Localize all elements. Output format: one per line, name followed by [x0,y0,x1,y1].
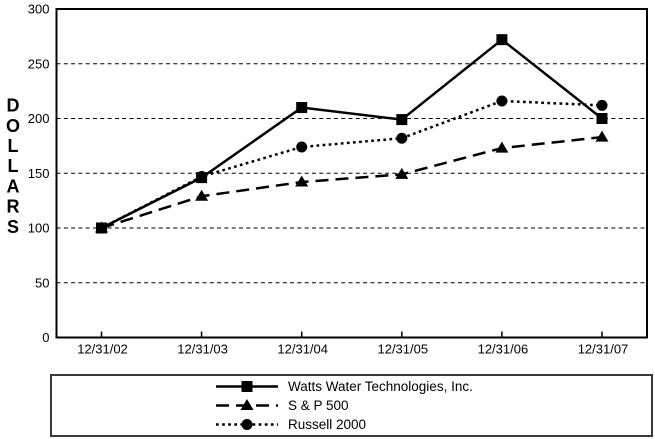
series-circle [96,95,608,234]
data-point-marker-triangle [195,189,209,201]
legend-item-watts-water: Watts Water Technologies, Inc. [216,377,651,396]
data-point-marker-square [296,102,308,114]
x-tick-label: 12/31/04 [277,342,328,357]
y-axis-title-letter: R [7,197,20,217]
data-point-marker-triangle [295,175,309,187]
data-point-marker-circle [496,95,508,107]
legend-label-watts-water: Watts Water Technologies, Inc. [288,379,473,394]
series-square [96,34,608,234]
x-tick-label: 12/31/03 [177,342,228,357]
x-tick-label: 12/31/07 [578,342,629,357]
data-point-marker-square [496,34,508,46]
data-point-marker-square [596,113,608,124]
series-line [101,135,603,230]
y-axis-title-letter: L [8,136,19,156]
legend-label-sp500: S & P 500 [288,398,349,413]
y-tick-label: 300 [28,2,50,17]
data-point-marker-square [196,172,208,184]
data-point-marker-triangle [595,130,609,142]
legend-item-sp500: S & P 500 [216,396,651,415]
y-tick-label: 250 [28,56,50,71]
x-axis-ticks [100,331,603,337]
y-axis-labels: 0 50 100 150 200 250 300 [28,2,50,346]
y-tick-label: 100 [28,221,50,236]
data-point-marker-circle [396,132,408,144]
data-point-marker-square [241,381,253,392]
gridlines [56,63,647,284]
y-axis-title-letter: S [7,217,19,237]
data-point-marker-circle [596,99,608,111]
data-point-marker-triangle [240,399,254,410]
series-triangle [95,130,609,233]
series-line [100,38,603,230]
x-tick-label: 12/31/06 [478,342,529,357]
y-axis-title-letter: O [6,116,20,136]
data-point-marker-square [396,114,408,126]
series-line [100,99,603,230]
y-tick-label: 0 [42,330,49,345]
x-axis-labels: 12/31/02 12/31/03 12/31/04 12/31/05 12/31/06… [77,342,628,357]
legend-line-sample-square-marker-icon [216,381,278,392]
y-axis-title-letter: D [7,96,20,116]
y-axis-title-letter: L [8,156,19,176]
data-point-marker-circle [296,141,308,153]
data-point-marker-square [96,222,107,234]
legend-label-russell2000: Russell 2000 [288,417,367,432]
x-tick-label: 12/31/05 [377,342,428,357]
data-point-marker-triangle [395,167,409,179]
data-point-marker-circle [241,419,253,430]
y-axis-title-letter: A [7,176,20,196]
legend-line-sample-triangle-marker-icon [216,399,278,410]
plot-border [55,8,648,339]
legend-box: Watts Water Technologies, Inc. S & P 500… [50,374,653,437]
y-tick-label: 200 [28,111,50,126]
y-tick-label: 150 [28,166,50,181]
legend-item-russell2000: Russell 2000 [216,415,651,434]
y-tick-label: 50 [35,275,49,290]
data-point-marker-triangle [495,141,509,153]
legend-line-sample-circle-marker-icon [216,419,278,430]
x-tick-label: 12/31/02 [77,342,128,357]
